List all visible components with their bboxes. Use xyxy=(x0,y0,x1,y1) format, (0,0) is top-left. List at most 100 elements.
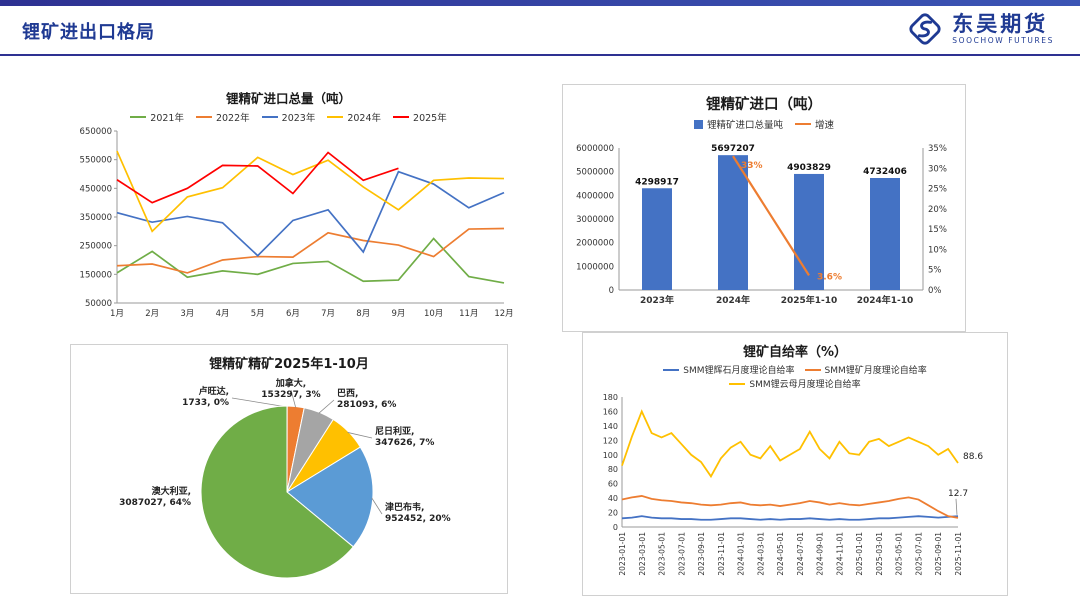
series-line-2024年 xyxy=(116,150,505,233)
svg-text:347626, 7%: 347626, 7% xyxy=(375,438,434,448)
svg-text:2024-03-01: 2024-03-01 xyxy=(756,532,765,576)
svg-text:加拿大,: 加拿大, xyxy=(275,377,306,389)
svg-text:0: 0 xyxy=(609,286,614,296)
top-accent-bar xyxy=(0,0,1080,6)
chart-monthly-imports: 锂精矿进口总量（吨） 2021年 2022年 2023年 2024年 2025年 500… xyxy=(56,82,521,336)
svg-text:100: 100 xyxy=(603,451,618,460)
series-line-2023年 xyxy=(116,170,505,257)
svg-text:1000000: 1000000 xyxy=(576,262,614,272)
chart-title-yearly-imports: 锂精矿进口（吨） xyxy=(706,97,822,113)
svg-text:12.7: 12.7 xyxy=(948,489,968,499)
svg-text:2025-07-01: 2025-07-01 xyxy=(914,532,923,576)
svg-text:3000000: 3000000 xyxy=(576,215,614,225)
series-line-SMM锂云母月度理论自给率 xyxy=(621,409,959,479)
legend-label: 锂精矿进口总量吨 xyxy=(706,120,783,131)
legend-self-sufficiency: SMM锂辉石月度理论自给率 SMM锂矿月度理论自给率 SMM锂云母月度理论自给率 xyxy=(610,363,980,390)
series-line-2025年 xyxy=(116,151,399,204)
svg-text:2023-09-01: 2023-09-01 xyxy=(697,532,706,576)
legend-item: 2025年 xyxy=(393,110,447,124)
svg-text:550000: 550000 xyxy=(80,156,112,166)
legend-line-icon xyxy=(195,116,212,118)
svg-text:4298917: 4298917 xyxy=(635,177,679,187)
svg-text:4732406: 4732406 xyxy=(863,167,907,177)
legend-label: 增速 xyxy=(815,120,835,131)
legend-label: 2023年 xyxy=(281,113,316,124)
monthly-imports-line-chart: 50000 150000 250000 350000 450000 550000 65000… xyxy=(80,127,514,319)
svg-text:5%: 5% xyxy=(928,266,942,276)
legend-label: 2024年 xyxy=(347,113,382,124)
legend-item: 锂精矿进口总量吨 xyxy=(693,117,783,131)
chart-yearly-imports: 锂精矿进口（吨） 锂精矿进口总量吨 增速 0 1000000 2000000 30000… xyxy=(562,84,966,332)
svg-text:2024-09-01: 2024-09-01 xyxy=(816,532,825,576)
svg-text:2023年: 2023年 xyxy=(640,294,674,306)
svg-text:1月: 1月 xyxy=(110,309,124,319)
legend-item: 2021年 xyxy=(130,110,184,124)
svg-text:281093, 6%: 281093, 6% xyxy=(337,400,396,410)
pie-slice-澳大利亚 xyxy=(200,405,354,579)
svg-text:2025年1-10: 2025年1-10 xyxy=(781,294,838,306)
legend-item: 2023年 xyxy=(261,110,316,124)
chart-origin-share: 锂精矿精矿2025年1-10月 卢旺达, 1733, 0% 加拿大, 153297, … xyxy=(70,344,508,594)
svg-text:15%: 15% xyxy=(928,225,947,235)
legend-label: SMM锂云母月度理论自给率 xyxy=(749,380,861,390)
svg-text:450000: 450000 xyxy=(80,184,112,194)
brand-subtitle: SOOCHOW FUTURES xyxy=(952,35,1054,45)
svg-text:2025-03-01: 2025-03-01 xyxy=(875,532,884,576)
legend-label: 2021年 xyxy=(150,113,184,124)
svg-text:6000000: 6000000 xyxy=(576,144,614,154)
svg-text:2024-11-01: 2024-11-01 xyxy=(835,532,844,576)
chart-title-origin-share: 锂精矿精矿2025年1-10月 xyxy=(209,357,369,372)
svg-text:180: 180 xyxy=(603,393,618,402)
svg-text:80: 80 xyxy=(608,465,618,474)
svg-text:9月: 9月 xyxy=(391,309,405,319)
series-line-2022年 xyxy=(116,227,505,274)
svg-text:952452, 20%: 952452, 20% xyxy=(385,514,451,524)
svg-text:8月: 8月 xyxy=(356,309,370,319)
svg-text:2月: 2月 xyxy=(145,309,159,319)
svg-text:尼日利亚,: 尼日利亚, xyxy=(375,425,414,437)
svg-text:3月: 3月 xyxy=(180,309,194,319)
legend-label: 2025年 xyxy=(413,113,447,124)
svg-text:140: 140 xyxy=(603,422,618,431)
legend-label: SMM锂辉石月度理论自给率 xyxy=(683,366,795,376)
legend-line-icon xyxy=(393,116,410,118)
svg-text:88.6: 88.6 xyxy=(963,452,983,462)
svg-text:11月: 11月 xyxy=(459,309,478,319)
svg-text:2023-03-01: 2023-03-01 xyxy=(638,532,647,576)
svg-text:153297, 3%: 153297, 3% xyxy=(261,390,320,400)
svg-text:160: 160 xyxy=(603,407,618,416)
svg-text:250000: 250000 xyxy=(80,242,112,252)
series-line-2021年 xyxy=(116,237,505,284)
legend-item: SMM锂云母月度理论自给率 xyxy=(729,377,861,390)
legend-swatch-icon xyxy=(693,119,703,129)
legend-item: 2024年 xyxy=(327,110,381,124)
origin-share-pie-chart: 卢旺达,1733, 0% 加拿大,153297, 3% 巴西,281093, 6% 尼… xyxy=(119,377,451,579)
svg-text:40: 40 xyxy=(608,494,618,503)
svg-text:5000000: 5000000 xyxy=(576,168,614,178)
svg-text:2025-01-01: 2025-01-01 xyxy=(855,532,864,576)
svg-text:2025-11-01: 2025-11-01 xyxy=(954,532,963,576)
growth-line xyxy=(732,155,810,276)
self-sufficiency-line-chart: 0 20 40 60 80 100 120 140 160 180 2023-01-01 2023-0… xyxy=(603,393,984,576)
svg-text:2024年: 2024年 xyxy=(716,294,750,306)
legend-line-icon xyxy=(130,116,147,118)
svg-text:2023-11-01: 2023-11-01 xyxy=(717,532,726,576)
svg-text:3.6%: 3.6% xyxy=(817,272,842,282)
chart-self-sufficiency: 锂矿自给率（%） SMM锂辉石月度理论自给率 SMM锂矿月度理论自给率 SMM锂云母… xyxy=(582,332,1008,596)
legend-yearly-imports: 锂精矿进口总量吨 增速 xyxy=(567,117,961,131)
svg-text:20%: 20% xyxy=(928,205,947,215)
legend-item: 增速 xyxy=(795,117,834,131)
svg-text:1733, 0%: 1733, 0% xyxy=(182,398,229,408)
yearly-imports-bar-chart: 0 1000000 2000000 3000000 4000000 5000000 6000… xyxy=(576,144,947,306)
legend-line-icon xyxy=(804,368,821,371)
svg-text:2024年1-10: 2024年1-10 xyxy=(857,294,914,306)
legend-item: SMM锂辉石月度理论自给率 xyxy=(663,363,795,376)
legend-item: 2022年 xyxy=(195,110,250,124)
svg-text:卢旺达,: 卢旺达, xyxy=(199,385,229,397)
header-divider xyxy=(0,54,1080,56)
svg-text:30%: 30% xyxy=(928,164,947,174)
svg-text:巴西,: 巴西, xyxy=(337,388,358,399)
page-title: 锂矿进出口格局 xyxy=(22,22,155,43)
svg-text:5月: 5月 xyxy=(251,309,265,319)
svg-text:20: 20 xyxy=(608,509,618,518)
